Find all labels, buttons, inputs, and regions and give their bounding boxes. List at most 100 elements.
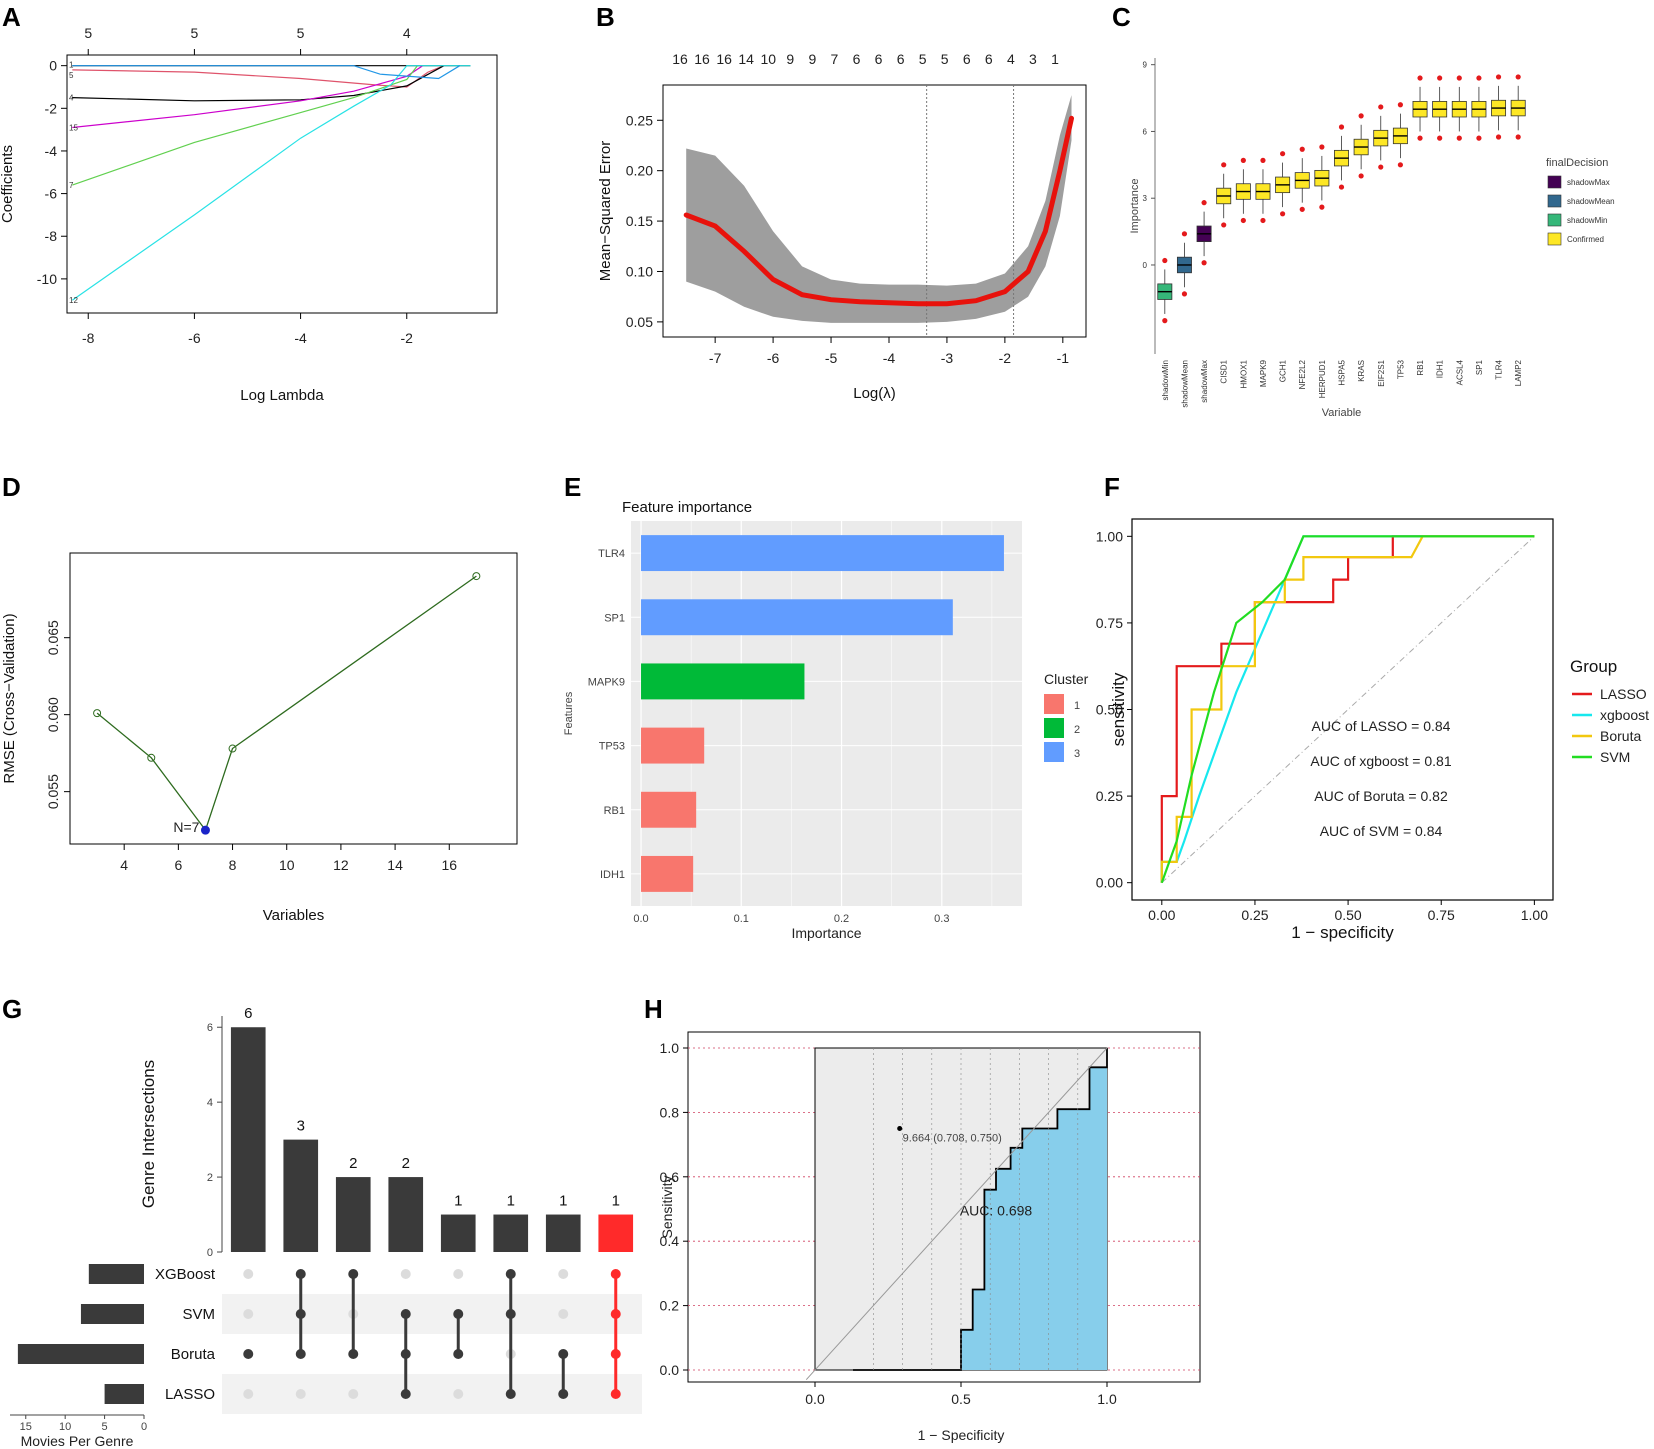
bar-value-label: 1 bbox=[507, 1193, 515, 1210]
top-tick-label: 16 bbox=[716, 51, 732, 67]
x-tick-label: TLR4 bbox=[1495, 359, 1504, 379]
x-tick-label: 12 bbox=[333, 857, 349, 873]
line-label: 15 bbox=[69, 123, 78, 132]
x-tick-label: -4 bbox=[883, 350, 896, 366]
x-tick-label: shadowMin bbox=[1161, 360, 1170, 400]
legend-label: Confirmed bbox=[1567, 235, 1604, 244]
x-tick-label: shadowMean bbox=[1180, 360, 1189, 408]
matrix-dot bbox=[243, 1389, 254, 1399]
x-tick-label: 0.3 bbox=[934, 913, 949, 925]
coef-line bbox=[72, 65, 418, 186]
top-tick-label: 9 bbox=[808, 51, 816, 67]
matrix-dot bbox=[558, 1269, 569, 1279]
x-axis-title: Log Lambda bbox=[240, 387, 324, 404]
y-tick-label: 0.8 bbox=[660, 1104, 680, 1120]
top-tick-label: 7 bbox=[831, 51, 839, 67]
top-tick-label: 6 bbox=[963, 51, 971, 67]
outlier-point bbox=[1397, 162, 1403, 168]
set-size-bar bbox=[88, 1264, 144, 1284]
x-axis-title: 1 − specificity bbox=[1291, 923, 1394, 942]
set-name: SVM bbox=[182, 1306, 215, 1323]
bar-value-label: 2 bbox=[402, 1155, 410, 1172]
outlier-point bbox=[1476, 75, 1482, 81]
plot-frame bbox=[662, 84, 1087, 338]
y-tick-label: 0 bbox=[207, 1247, 213, 1259]
top-tick-label: 5 bbox=[84, 25, 92, 41]
x-tick-label: 0.25 bbox=[1241, 907, 1268, 923]
y-tick-label: 1.00 bbox=[1096, 528, 1123, 544]
outlier-point bbox=[1495, 134, 1502, 140]
panel-letter-e: E bbox=[564, 472, 581, 502]
x-tick-label: 0.75 bbox=[1428, 907, 1455, 923]
outlier-point bbox=[1299, 206, 1305, 212]
matrix-dot bbox=[348, 1389, 359, 1399]
legend-label: 3 bbox=[1074, 748, 1080, 760]
bar-value-label: 1 bbox=[612, 1193, 620, 1210]
outlier-point bbox=[1162, 257, 1168, 264]
legend-swatch bbox=[1044, 742, 1064, 762]
x-tick-label: 14 bbox=[387, 857, 403, 873]
plot-background bbox=[631, 521, 1022, 906]
outlier-point bbox=[1378, 164, 1384, 170]
y-tick-label: IDH1 bbox=[600, 869, 625, 881]
y-tick-label: 0.20 bbox=[626, 163, 653, 179]
x-tick-label: -7 bbox=[709, 350, 722, 366]
y-tick-label: 0 bbox=[1143, 261, 1148, 270]
outlier-point bbox=[1319, 204, 1325, 210]
x-axis-title: Variables bbox=[263, 907, 324, 924]
x-tick-label: -1 bbox=[1057, 350, 1070, 366]
line-label: 1 bbox=[69, 61, 74, 70]
importance-bar bbox=[641, 727, 705, 764]
legend-swatch bbox=[1044, 694, 1064, 714]
rmse-point bbox=[147, 753, 156, 762]
best-point bbox=[200, 825, 210, 835]
y-axis-title: sensitivity bbox=[1109, 672, 1128, 746]
x-tick-label: 0.5 bbox=[951, 1391, 971, 1407]
top-tick-label: 16 bbox=[694, 51, 710, 67]
y-tick-label: 1.0 bbox=[660, 1040, 680, 1056]
intersection-bar bbox=[230, 1027, 266, 1252]
outlier-point bbox=[1378, 104, 1384, 110]
auc-label: AUC of Boruta = 0.82 bbox=[1314, 788, 1448, 804]
outlier-point bbox=[1221, 162, 1227, 168]
outlier-point bbox=[1299, 146, 1305, 152]
x-axis-title: Variable bbox=[1322, 407, 1362, 419]
outlier-point bbox=[1181, 291, 1188, 297]
error-band bbox=[686, 95, 1072, 323]
top-tick-label: 10 bbox=[760, 51, 776, 67]
set-size-tick-label: 0 bbox=[141, 1421, 147, 1433]
row-stripe bbox=[222, 1374, 642, 1414]
panel-c-boruta: 0 3 6 9 shadowMin shadowMean shadowMax CISD1 HMO… bbox=[1129, 58, 1615, 419]
outlier-point bbox=[1456, 135, 1462, 141]
set-size-bar bbox=[80, 1304, 144, 1324]
mse-curve bbox=[683, 115, 1074, 307]
y-tick-label: 6 bbox=[207, 1022, 213, 1034]
panel-letter-h: H bbox=[644, 994, 663, 1024]
coef-line bbox=[72, 65, 445, 102]
x-tick-label: shadowMax bbox=[1200, 360, 1209, 403]
top-tick-label: 6 bbox=[853, 51, 861, 67]
outlier-point bbox=[1260, 157, 1266, 163]
y-tick-label: 0 bbox=[49, 58, 57, 74]
matrix-dot bbox=[453, 1269, 464, 1279]
y-axis-title: Coefficients bbox=[0, 145, 16, 223]
x-tick-label: 1.00 bbox=[1521, 907, 1548, 923]
intersection-bar bbox=[283, 1139, 319, 1252]
top-tick-label: 6 bbox=[985, 51, 993, 67]
set-size-bar bbox=[17, 1344, 144, 1364]
y-tick-label: TP53 bbox=[599, 741, 625, 753]
auc-label: AUC of xgboost = 0.81 bbox=[1310, 753, 1451, 769]
y-tick-label: TLR4 bbox=[598, 548, 625, 560]
y-tick-label: 0.065 bbox=[45, 620, 61, 655]
intersection-bar bbox=[440, 1214, 476, 1252]
x-tick-label: 16 bbox=[441, 857, 457, 873]
y-tick-label: 0.2 bbox=[660, 1298, 680, 1314]
outlier-point bbox=[1338, 184, 1345, 190]
roc-curve bbox=[853, 1048, 1108, 1371]
top-tick-label: 5 bbox=[941, 51, 949, 67]
y-axis-title: Mean−Squared Error bbox=[597, 141, 614, 282]
x-tick-label: -6 bbox=[188, 330, 201, 346]
line-label: 5 bbox=[69, 71, 74, 80]
